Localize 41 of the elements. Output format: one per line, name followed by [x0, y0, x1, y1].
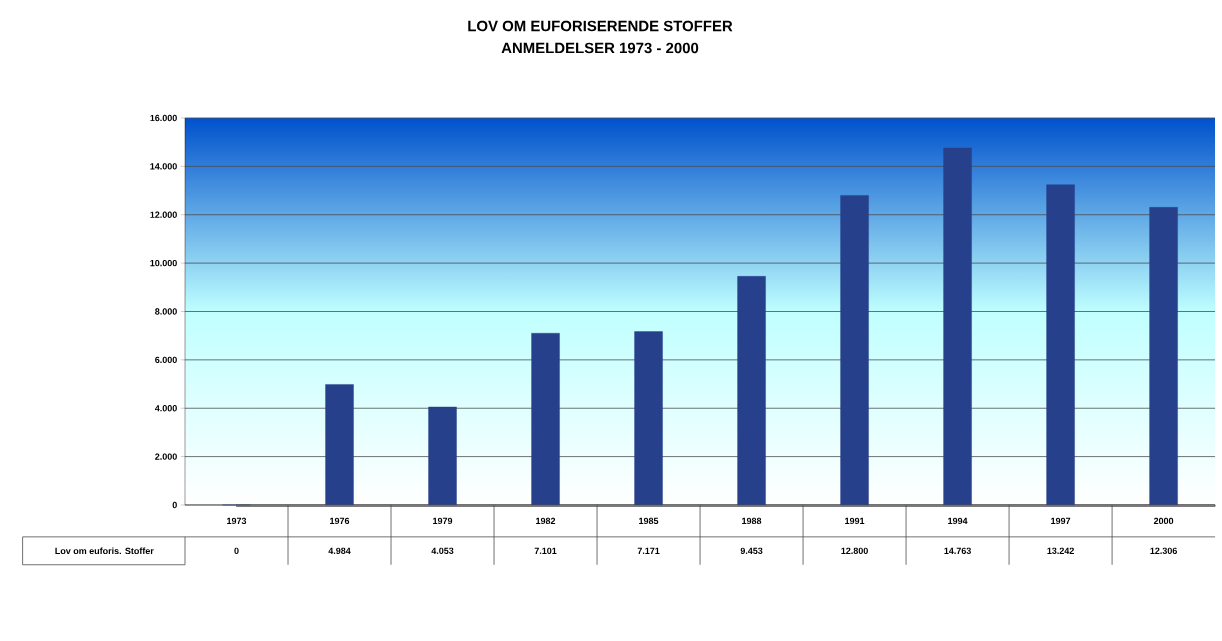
y-tick-label: 10.000	[150, 259, 177, 267]
data-label: 9.453	[740, 547, 763, 554]
y-tick-label: 12.000	[150, 211, 177, 218]
y-tick-label: 16.000	[150, 114, 177, 122]
x-tick-label: 1994	[948, 517, 968, 525]
x-tick-label: 1973	[227, 517, 247, 525]
bar	[840, 195, 869, 506]
y-tick-label: 8.000	[155, 308, 177, 315]
data-label: 12.800	[841, 547, 868, 554]
x-tick-label: 1988	[742, 517, 762, 525]
text: Lov om euforis. Stoffer	[55, 547, 154, 555]
bar	[531, 333, 560, 506]
y-tick-label: 4.000	[154, 405, 177, 412]
bar	[428, 406, 457, 506]
bar	[325, 384, 354, 506]
bar	[634, 331, 663, 506]
x-tick-label: 1991	[845, 517, 865, 525]
bar	[737, 276, 766, 506]
bar	[1046, 184, 1075, 506]
bar	[943, 147, 972, 506]
data-label: 7.171	[637, 547, 660, 554]
chart-subtitle: ANMELDELSER 1973 - 2000	[501, 42, 699, 54]
data-label: 13.242	[1047, 547, 1074, 554]
x-tick-label: 1997	[1051, 517, 1071, 525]
x-tick-label: 2000	[1153, 517, 1174, 525]
y-tick-label: 6.000	[155, 356, 177, 364]
data-label: 0	[234, 547, 239, 554]
y-tick-label: 2.000	[155, 453, 177, 460]
data-label: 4.053	[431, 547, 454, 554]
data-label: 4.984	[328, 547, 351, 554]
chart-title: LOV OM EUFORISERENDE STOFFER	[468, 20, 733, 32]
data-label: 12.306	[1150, 547, 1177, 554]
data-label: 14.763	[944, 547, 971, 554]
y-tick-label: 0	[172, 501, 177, 509]
x-tick-label: 1982	[536, 517, 556, 525]
y-tick-label: 14.000	[150, 163, 177, 170]
x-tick-label: 1976	[330, 517, 350, 525]
data-label: 7.101	[534, 547, 557, 554]
bar	[1149, 207, 1178, 506]
x-tick-label: 1985	[639, 517, 659, 525]
x-tick-label: 1979	[433, 517, 453, 525]
